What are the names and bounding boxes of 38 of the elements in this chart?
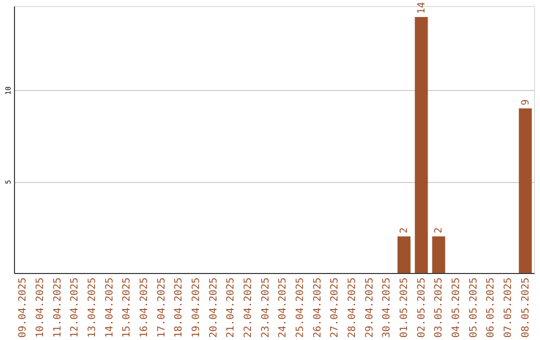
x-tick-label: 15.04.2025 xyxy=(122,278,133,338)
x-tick-label: 18.04.2025 xyxy=(174,278,185,338)
data-label: 9 xyxy=(520,99,532,106)
x-tick-label: 30.04.2025 xyxy=(382,278,393,338)
x-tick-label: 26.04.2025 xyxy=(312,278,324,338)
x-tick-label: 10.04.2025 xyxy=(35,278,46,338)
data-label: 14 xyxy=(416,2,428,14)
x-tick-label: 07.05.2025 xyxy=(503,278,514,338)
bar xyxy=(432,236,446,273)
x-tick-label: 02.05.2025 xyxy=(416,278,428,338)
x-tick-label: 11.04.2025 xyxy=(52,278,64,338)
x-tick-label: 04.05.2025 xyxy=(451,278,462,338)
x-tick-label: 23.04.2025 xyxy=(260,278,272,338)
x-tick-label: 22.04.2025 xyxy=(243,278,254,338)
x-tick-label: 03.05.2025 xyxy=(434,278,445,338)
x-tick-label: 13.04.2025 xyxy=(87,278,98,338)
x-tick-label: 27.04.2025 xyxy=(330,278,341,338)
bar xyxy=(518,108,532,273)
x-tick-label: 24.04.2025 xyxy=(278,278,289,338)
x-tick-label: 05.05.2025 xyxy=(468,278,480,338)
x-tick-label: 29.04.2025 xyxy=(364,278,376,338)
data-label: 2 xyxy=(434,227,445,234)
x-tick-label: 25.04.2025 xyxy=(295,278,306,338)
x-tick-label: 01.05.2025 xyxy=(399,278,410,338)
x-tick-label: 20.04.2025 xyxy=(208,278,220,338)
x-tick-label: 06.05.2025 xyxy=(486,278,497,338)
x-tick-label: 12.04.2025 xyxy=(70,278,81,338)
x-tick-label: 14.04.2025 xyxy=(104,278,116,338)
x-tick-label: 09.04.2025 xyxy=(18,278,29,338)
x-tick-label: 28.04.2025 xyxy=(347,278,358,338)
bar xyxy=(414,16,428,273)
data-label: 2 xyxy=(399,227,410,234)
bar xyxy=(398,236,410,273)
x-tick-label: 21.04.2025 xyxy=(226,278,237,338)
x-tick-label: 19.04.2025 xyxy=(191,278,202,338)
x-tick-label: 17.04.2025 xyxy=(156,278,168,338)
x-tick-label: 08.05.2025 xyxy=(520,278,532,338)
x-tick-label: 16.04.2025 xyxy=(139,278,150,338)
